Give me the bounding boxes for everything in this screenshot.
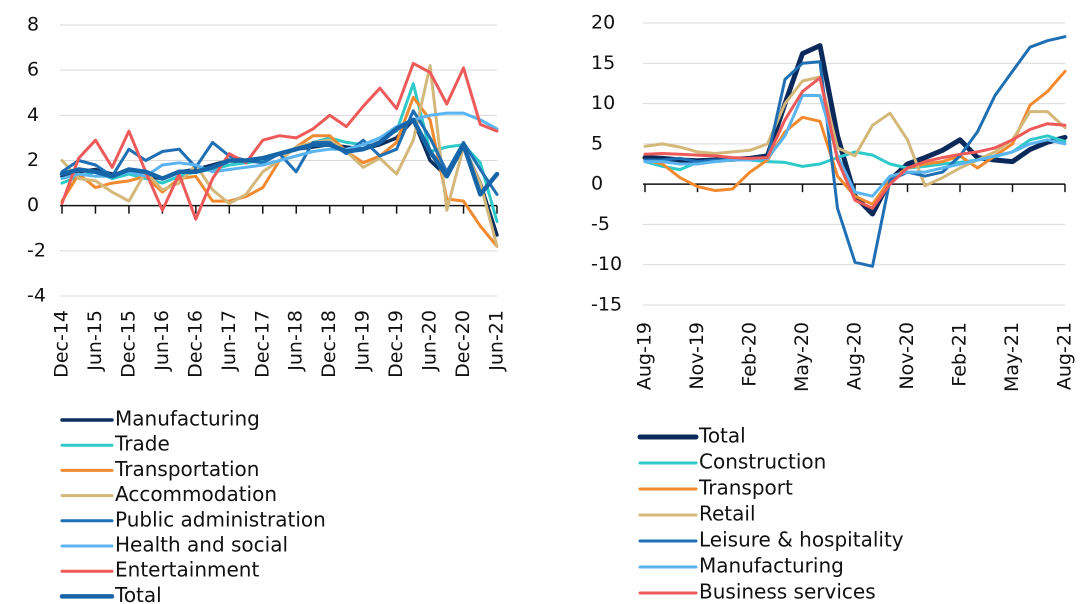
x-tick-label: Feb-21 <box>949 322 971 387</box>
x-tick-label: Dec-20 <box>452 310 474 378</box>
x-tick-label: Dec-18 <box>318 310 340 378</box>
x-tick-label: Feb-20 <box>739 322 761 387</box>
line-series <box>60 111 499 181</box>
line-series <box>643 35 1067 268</box>
y-tick-label: 6 <box>27 59 39 81</box>
x-tick-label: Nov-20 <box>896 322 918 390</box>
line-series <box>643 76 1067 210</box>
x-tick-label: Jun-20 <box>419 310 441 372</box>
x-tick-label: Dec-16 <box>184 310 206 378</box>
y-tick-label: 8 <box>27 14 39 36</box>
x-tick-label: Aug-19 <box>634 322 656 390</box>
x-tick-label: Aug-20 <box>844 322 866 390</box>
line-series <box>59 117 500 197</box>
y-tick-label: -10 <box>591 253 622 275</box>
y-tick-label: -15 <box>591 294 622 316</box>
legend-label: Transportation <box>114 457 259 481</box>
legend-label: Accommodation <box>115 482 277 506</box>
y-tick-label: 20 <box>591 12 615 34</box>
legend-label: Trade <box>114 432 170 456</box>
legend-label: Construction <box>699 450 826 474</box>
x-tick-label: Jun-16 <box>151 310 173 372</box>
y-tick-label: 0 <box>591 173 603 195</box>
x-tick-label: May-21 <box>1001 322 1023 392</box>
legend-label: Leisure & hospitality <box>699 528 904 552</box>
legend-label: Health and social <box>115 533 288 557</box>
legend-label: Total <box>698 424 746 448</box>
line-series <box>643 75 1067 188</box>
x-tick-label: Dec-14 <box>51 310 73 378</box>
x-tick-label: Jun-18 <box>285 310 307 372</box>
y-tick-label: 10 <box>591 92 615 114</box>
y-tick-label: -5 <box>591 213 610 235</box>
y-tick-label: 4 <box>27 104 39 126</box>
x-tick-label: Aug-21 <box>1054 322 1076 390</box>
x-tick-label: Nov-19 <box>686 322 708 390</box>
y-tick-label: 15 <box>591 52 615 74</box>
x-tick-label: Dec-15 <box>117 310 139 378</box>
x-tick-label: Dec-17 <box>251 310 273 378</box>
legend-label: Public administration <box>115 507 326 531</box>
y-tick-label: 5 <box>591 132 603 154</box>
x-tick-label: Dec-19 <box>385 310 407 378</box>
legend-label: Retail <box>699 502 756 526</box>
y-tick-label: -2 <box>27 239 46 261</box>
line-series <box>60 61 499 221</box>
x-tick-label: Jun-17 <box>218 310 240 372</box>
line-series <box>643 94 1067 198</box>
y-tick-label: 2 <box>27 149 39 171</box>
x-tick-label: May-20 <box>791 322 813 392</box>
legend-label: Total <box>114 583 162 604</box>
legend-label: Transport <box>698 476 793 500</box>
legend-label: Entertainment <box>115 558 259 582</box>
legend-label: Business services <box>699 580 876 604</box>
legend-label: Manufacturing <box>115 407 260 431</box>
y-tick-label: -4 <box>27 285 46 307</box>
x-tick-label: Jun-15 <box>84 310 106 372</box>
y-tick-label: 0 <box>27 194 39 216</box>
legend-label: Manufacturing <box>699 554 844 578</box>
x-tick-label: Jun-21 <box>486 310 508 372</box>
x-tick-label: Jun-19 <box>352 310 374 372</box>
